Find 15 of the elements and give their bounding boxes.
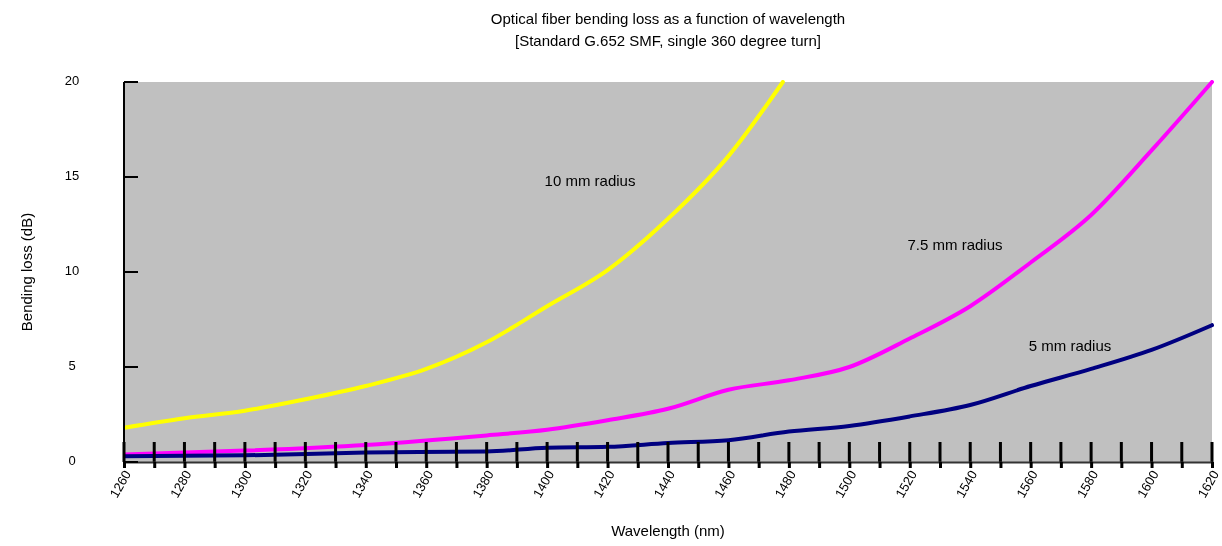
line-series: [124, 80, 785, 430]
chart-subtitle: [Standard G.652 SMF, single 360 degree turn]: [514, 32, 822, 49]
chart-title: Optical fiber bending loss as a function of wavelength: [490, 10, 846, 27]
line-series: [124, 80, 1214, 457]
y-tick-label: 20: [64, 73, 80, 89]
y-tick-label: 0: [68, 453, 76, 469]
x-axis-title: Wavelength (nm): [611, 522, 725, 539]
text: 10 mm radius: [544, 171, 636, 189]
line-series: [124, 323, 1214, 459]
y-axis-title: Bending loss (dB): [17, 212, 35, 332]
series-label: 5 mm radius: [1028, 336, 1112, 354]
series-label: 7.5 mm radius: [907, 235, 1003, 253]
y-tick-label: 15: [64, 168, 80, 184]
y-tick-label: 10: [64, 263, 80, 279]
y-tick-label: 5: [68, 358, 76, 374]
